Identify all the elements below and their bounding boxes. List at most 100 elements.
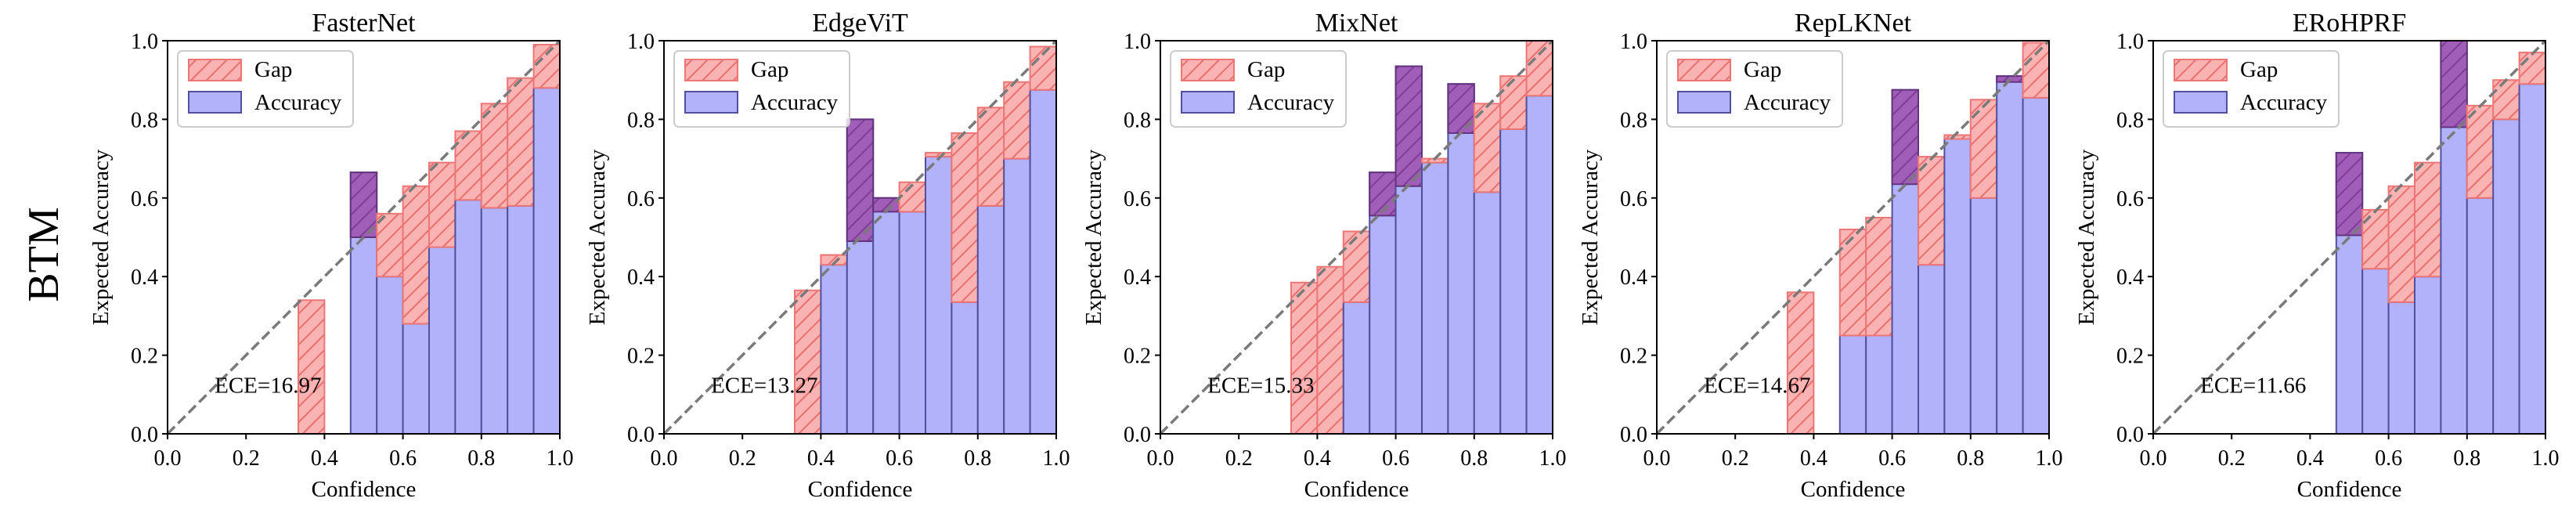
x-axis-label: Confidence (2297, 477, 2402, 502)
legend: Gap Accuracy (177, 50, 354, 128)
accuracy-bar (1447, 83, 1475, 435)
accuracy-bar (1029, 88, 1057, 435)
y-tick-label: 0.8 (131, 108, 158, 132)
gap-overlap-bar (1891, 88, 1920, 186)
accuracy-bar (2518, 83, 2547, 435)
legend-gap-swatch (1677, 59, 1731, 81)
x-tick-label: 0.6 (1382, 446, 1409, 471)
gap-bar (2414, 161, 2442, 278)
x-tick-label: 0.0 (154, 446, 182, 471)
ece-label: ECE=16.97 (215, 373, 321, 398)
ece-label: ECE=15.33 (1207, 373, 1314, 398)
x-axis-label: Confidence (808, 477, 913, 502)
accuracy-bar (1865, 334, 1893, 435)
y-tick-label: 0.6 (1124, 187, 1151, 211)
x-tick-label: 0.2 (233, 446, 260, 471)
y-axis-label: Expected Accuracy (1081, 149, 1106, 325)
chart-title: FasterNet (312, 9, 416, 38)
gap-bar (1473, 103, 1502, 193)
y-tick-label: 0.2 (627, 345, 655, 369)
x-tick-label: 0.0 (1643, 446, 1671, 471)
x-tick-label: 1.0 (2036, 446, 2063, 471)
legend: Gap Accuracy (1170, 50, 1347, 128)
x-axis-label: Confidence (1801, 477, 1906, 502)
accuracy-bar (376, 276, 404, 435)
gap-overlap-bar (2440, 40, 2468, 128)
gap-bar (1316, 265, 1344, 435)
accuracy-bar (872, 197, 900, 435)
legend: Gap Accuracy (2163, 50, 2340, 128)
axes-frame (663, 40, 1057, 435)
legend-accuracy-swatch (2174, 91, 2228, 114)
accuracy-bar (428, 246, 456, 435)
chart-title: MixNet (1315, 9, 1398, 38)
gap-bar (1290, 281, 1319, 435)
gap-bar (507, 77, 535, 207)
gap-bar (1918, 156, 1946, 266)
y-tick-label: 0.8 (627, 108, 655, 132)
accuracy-bar (454, 199, 482, 435)
gap-bar (532, 44, 561, 89)
ece-label: ECE=14.67 (1704, 373, 1810, 398)
y-tick-label: 0.6 (1620, 187, 1647, 211)
legend-accuracy-swatch (684, 91, 738, 114)
x-tick-label: 1.0 (1043, 446, 1070, 471)
legend-accuracy-swatch (1181, 91, 1235, 114)
y-tick-label: 0.0 (627, 423, 655, 447)
y-tick-label: 0.6 (131, 187, 158, 211)
axes-frame (2152, 40, 2546, 435)
y-tick-label: 1.0 (1620, 30, 1647, 54)
accuracy-bar (2466, 197, 2495, 435)
row-label: BTM (20, 207, 68, 301)
legend-gap-label: Gap (2240, 57, 2278, 82)
y-tick-label: 0.0 (1620, 423, 1647, 447)
accuracy-bar (1996, 75, 2024, 435)
accuracy-bar (1525, 95, 1553, 435)
calibration-bars (2335, 40, 2547, 435)
legend-gap-label: Gap (1744, 57, 1781, 82)
y-axis-label: Expected Accuracy (1578, 149, 1603, 325)
x-tick-label: 0.2 (2218, 446, 2246, 471)
x-tick-label: 0.8 (1957, 446, 1984, 471)
accuracy-bar (2022, 96, 2051, 435)
accuracy-bar (1943, 138, 1972, 435)
gap-overlap-bar (1447, 83, 1475, 134)
accuracy-bar (1342, 301, 1371, 435)
y-tick-label: 1.0 (627, 30, 655, 54)
accuracy-bar (2492, 118, 2520, 435)
axes-frame (1160, 40, 1553, 435)
chart-title: RepLKNet (1795, 9, 1912, 38)
reliability-chart-edgevit: 0.0 0.2 0.4 0.6 0.8 1.0 0.0 0.2 0.4 0.6 0.8 1.0 Edge… (585, 9, 1070, 502)
gap-bar (428, 161, 456, 248)
calibration-bars (1290, 40, 1553, 435)
gap-bar (951, 132, 979, 303)
y-tick-label: 0.0 (1124, 423, 1151, 447)
y-tick-label: 0.2 (1124, 345, 1151, 369)
chart-title: EdgeViT (812, 9, 908, 38)
reliability-chart-replknet: 0.0 0.2 0.4 0.6 0.8 1.0 0.0 0.2 0.4 0.6 0.8 1.0 RepL… (1578, 9, 2063, 502)
accuracy-bar (2414, 276, 2442, 435)
legend-gap-label: Gap (751, 57, 788, 82)
gap-bar (376, 212, 404, 278)
gap-bar (2466, 104, 2495, 199)
x-tick-label: 0.8 (1460, 446, 1488, 471)
y-tick-label: 0.2 (131, 345, 158, 369)
x-axis-label: Confidence (312, 477, 417, 502)
y-axis-label: Expected Accuracy (585, 149, 610, 325)
axes-frame (1656, 40, 2050, 435)
y-tick-label: 0.2 (1620, 345, 1647, 369)
x-tick-label: 0.2 (1225, 446, 1253, 471)
gap-bar (2022, 42, 2051, 99)
gap-bar (925, 152, 953, 158)
legend-gap-swatch (2174, 59, 2228, 81)
legend-gap-swatch (684, 59, 738, 81)
y-tick-label: 0.8 (1124, 108, 1151, 132)
legend-accuracy-label: Accuracy (751, 90, 839, 115)
accuracy-bar (898, 211, 926, 435)
x-tick-label: 1.0 (1539, 446, 1567, 471)
gap-bar (898, 181, 926, 213)
x-tick-label: 1.0 (2532, 446, 2560, 471)
legend: Gap Accuracy (673, 50, 850, 128)
y-tick-label: 0.4 (2116, 265, 2144, 290)
y-axis-label: Expected Accuracy (2074, 149, 2099, 325)
